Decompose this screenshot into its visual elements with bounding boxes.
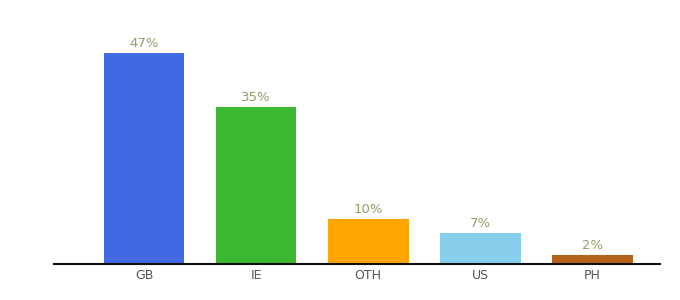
Text: 47%: 47% <box>129 37 159 50</box>
Text: 7%: 7% <box>470 217 491 230</box>
Bar <box>104 52 184 264</box>
Text: 10%: 10% <box>354 203 383 216</box>
Bar <box>552 255 632 264</box>
Bar <box>440 232 521 264</box>
Text: 35%: 35% <box>241 91 271 104</box>
Text: 2%: 2% <box>582 239 603 252</box>
Bar <box>216 106 296 264</box>
Bar <box>328 219 409 264</box>
